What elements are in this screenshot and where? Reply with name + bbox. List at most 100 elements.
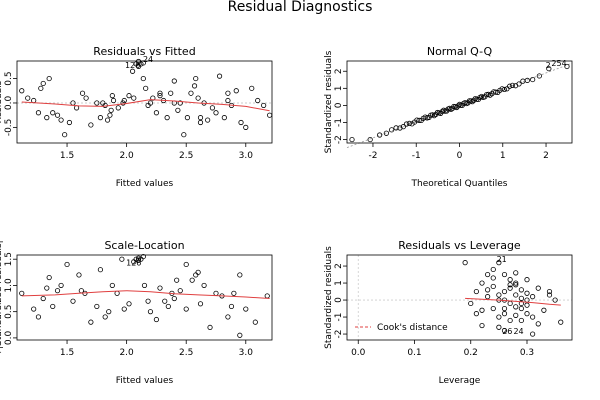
rvl-data-point xyxy=(524,290,530,296)
sl-data-point xyxy=(228,303,235,310)
sl-data-point xyxy=(201,282,207,289)
sl-data-point xyxy=(35,314,42,320)
rvf-data-point xyxy=(35,110,42,116)
rvf-data-point xyxy=(191,83,198,89)
rvf-data-point xyxy=(213,110,219,116)
rvl-point-annotation: 26 xyxy=(502,327,512,336)
sl-data-point xyxy=(76,272,82,278)
rvf-data-point xyxy=(267,112,273,118)
rvf-data-point xyxy=(195,95,201,101)
rvf-data-point xyxy=(168,90,174,96)
rvf-data-point xyxy=(25,95,31,101)
rvf-data-point xyxy=(184,115,190,121)
rvl-data-point xyxy=(518,287,524,293)
rvf-data-point xyxy=(88,122,94,128)
rvf-data-point xyxy=(157,93,163,99)
rvf-data-point xyxy=(31,97,37,104)
rvl-data-point xyxy=(490,283,496,290)
sl-y-tick-label: 1.0 xyxy=(4,278,14,293)
sl-data-point xyxy=(252,319,258,325)
sl-data-point xyxy=(207,324,213,331)
qq-data-point xyxy=(454,104,460,111)
qq-data-point xyxy=(389,127,395,133)
rvl-data-point xyxy=(535,321,541,327)
rvf-data-point xyxy=(261,102,267,109)
rvf-data-point xyxy=(38,85,44,91)
sl-smoother-line xyxy=(21,290,270,299)
rvf-data-point xyxy=(129,68,136,74)
sl-data-point xyxy=(121,306,127,312)
qq-y-tick-label: -2 xyxy=(334,135,344,144)
rvf-data-point xyxy=(135,58,142,65)
rvf-data-point xyxy=(209,105,216,111)
qq-data-point xyxy=(446,105,453,112)
rvl-data-point xyxy=(558,319,564,325)
rvf-data-point xyxy=(109,93,115,99)
rvf-data-point xyxy=(153,110,160,116)
sl-data-point xyxy=(46,274,52,281)
qq-y-tick-label: 0 xyxy=(334,102,344,108)
qq-reference-line xyxy=(346,62,573,148)
rvf-data-point xyxy=(157,90,163,96)
rvl-y-tick-label: 2 xyxy=(334,263,344,269)
sl-data-point xyxy=(197,301,204,307)
rvl-data-point xyxy=(507,277,513,283)
sl-data-point xyxy=(54,288,61,294)
rvf-data-point xyxy=(197,119,204,126)
qq-data-point xyxy=(509,82,516,88)
rvf-data-point xyxy=(66,119,73,126)
sl-data-point xyxy=(126,301,132,307)
qq-data-point xyxy=(406,120,412,127)
qq-data-point xyxy=(536,73,542,79)
rvf-data-point xyxy=(238,119,244,126)
rvl-point-annotation: 21 xyxy=(497,255,507,264)
sl-data-point xyxy=(141,282,148,289)
qq-y-axis-label: Standardized residuals xyxy=(324,50,334,153)
rvl-data-point xyxy=(473,311,479,317)
qq-title: Normal Q-Q xyxy=(427,45,493,58)
rvf-x-tick-label: 1.5 xyxy=(60,151,74,161)
rvl-x-tick-label: 0.3 xyxy=(520,348,534,358)
sl-y-tick-label: 0.5 xyxy=(4,305,14,319)
sl-data-point xyxy=(31,306,37,312)
qq-data-point xyxy=(546,66,552,72)
rvl-y-tick-label: 1 xyxy=(334,280,344,286)
qq-y-tick-label: -1 xyxy=(334,118,344,127)
rvf-x-tick-label: 2.5 xyxy=(179,151,193,161)
rvf-data-point xyxy=(110,97,117,104)
qq-data-point xyxy=(501,86,508,93)
sl-data-point xyxy=(135,257,142,263)
sl-data-point xyxy=(106,309,112,315)
rvf-data-point xyxy=(147,100,154,106)
sl-data-point xyxy=(58,282,64,289)
rvl-data-point xyxy=(513,292,519,298)
rvf-plot-frame xyxy=(16,60,273,144)
rvf-data-point xyxy=(216,73,223,79)
rvl-data-point xyxy=(490,305,496,312)
sl-data-point xyxy=(165,303,171,310)
rvl-title: Residuals vs Leverage xyxy=(398,239,521,252)
rvf-data-point xyxy=(233,88,239,94)
rvl-data-point xyxy=(513,312,519,318)
rvl-data-point xyxy=(485,294,491,300)
rvl-y-tick-label: 0 xyxy=(334,297,344,303)
rvf-point-annotation: 126 xyxy=(125,61,140,70)
rvl-data-point xyxy=(496,292,502,298)
rvf-data-point xyxy=(83,95,89,101)
sl-data-point xyxy=(243,306,249,312)
rvl-smoother-line xyxy=(465,297,561,306)
rvf-data-point xyxy=(205,117,211,123)
sl-data-point xyxy=(145,298,151,304)
rvl-data-point xyxy=(518,305,524,312)
rvf-data-point xyxy=(58,117,64,123)
qq-data-point xyxy=(400,124,407,130)
rvf-data-point xyxy=(19,88,25,94)
rvf-title: Residuals vs Fitted xyxy=(93,45,195,58)
sl-x-axis-label: Fitted values xyxy=(116,376,174,386)
qq-x-tick-label: 2 xyxy=(543,151,549,161)
sl-y-axis-label: √|Standardized residuals| xyxy=(0,240,4,354)
qq-data-point xyxy=(377,132,383,138)
rvf-data-point xyxy=(188,90,194,96)
rvl-data-point xyxy=(479,280,485,286)
